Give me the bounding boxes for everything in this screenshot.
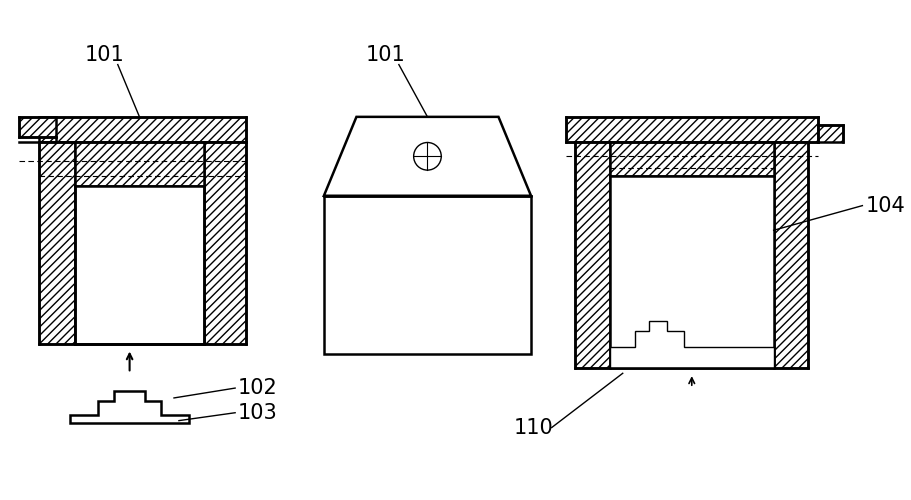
Text: 101: 101 [85, 44, 125, 64]
Text: 104: 104 [865, 196, 904, 216]
Polygon shape [39, 142, 76, 344]
Polygon shape [773, 142, 807, 368]
Polygon shape [39, 117, 246, 141]
Polygon shape [609, 176, 773, 368]
Polygon shape [19, 117, 56, 136]
Polygon shape [323, 196, 530, 354]
Polygon shape [323, 117, 530, 196]
Polygon shape [575, 142, 609, 368]
Text: 101: 101 [365, 44, 405, 64]
Polygon shape [70, 391, 189, 422]
Polygon shape [609, 321, 773, 368]
Polygon shape [76, 142, 203, 186]
Polygon shape [565, 117, 817, 141]
Polygon shape [203, 142, 246, 344]
Text: 110: 110 [514, 418, 553, 438]
Polygon shape [609, 142, 773, 176]
Polygon shape [148, 186, 180, 214]
Circle shape [414, 142, 441, 170]
Text: 103: 103 [238, 402, 278, 422]
Polygon shape [76, 186, 203, 344]
Polygon shape [95, 186, 137, 214]
Text: 102: 102 [238, 378, 278, 398]
Polygon shape [817, 124, 842, 142]
